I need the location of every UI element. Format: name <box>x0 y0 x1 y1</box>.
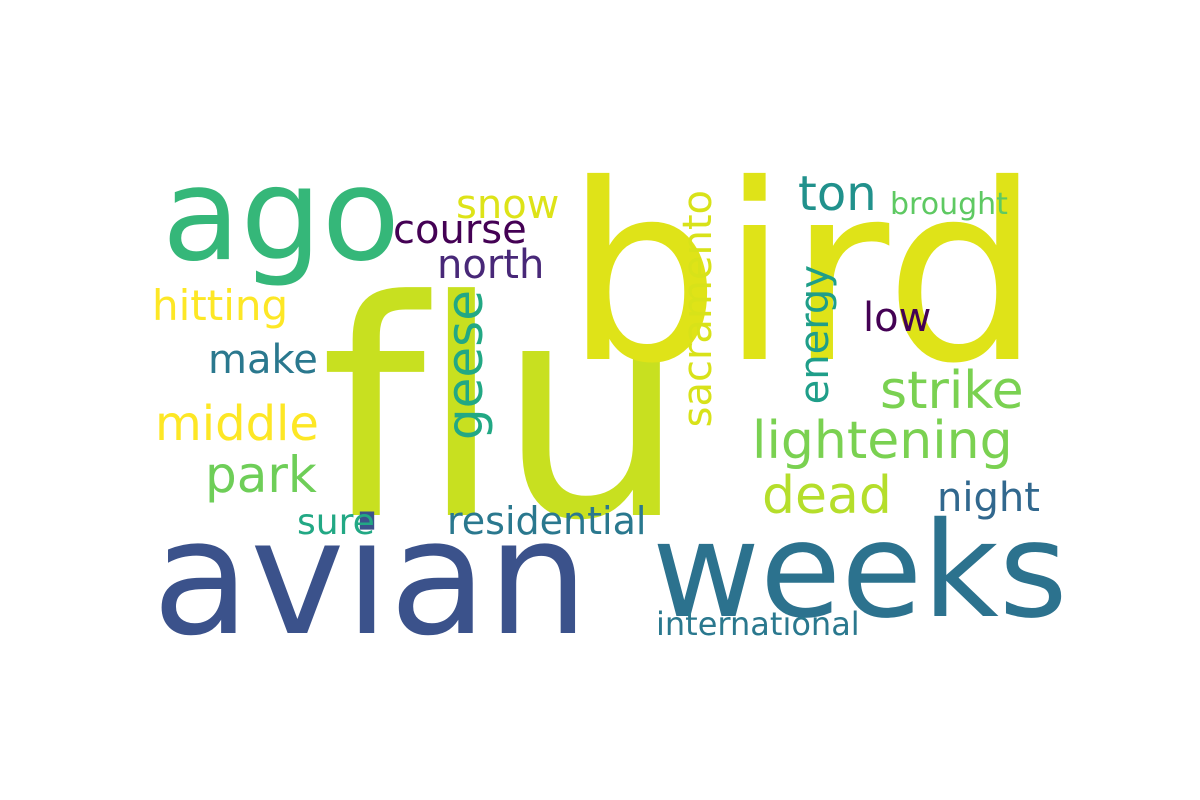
word-weeks: weeks <box>652 494 1068 648</box>
word-night: night <box>937 475 1040 521</box>
word-make: make <box>208 337 318 383</box>
word-sacramento: sacramento <box>675 190 721 428</box>
word-brought: brought <box>890 187 1008 222</box>
word-middle: middle <box>155 396 319 452</box>
word-energy: energy <box>792 265 838 405</box>
word-ton: ton <box>798 166 877 222</box>
word-sure: sure <box>297 502 375 543</box>
word-international: international <box>656 605 860 643</box>
word-ago: ago <box>162 141 400 290</box>
word-strike: strike <box>880 361 1024 421</box>
word-geese: geese <box>436 290 494 441</box>
word-course: course <box>393 207 527 253</box>
word-dead: dead <box>762 466 892 526</box>
word-north: north <box>437 242 545 288</box>
word-avian: avian <box>152 484 589 671</box>
word-lightening: lightening <box>752 411 1013 471</box>
word-hitting: hitting <box>152 281 289 330</box>
word-low: low <box>863 295 932 341</box>
word-bird: bird <box>565 132 1041 417</box>
word-residential: residential <box>447 499 647 543</box>
word-snow: snow <box>456 182 560 228</box>
word-flu: flu <box>320 237 687 586</box>
word-park: park <box>205 446 317 504</box>
